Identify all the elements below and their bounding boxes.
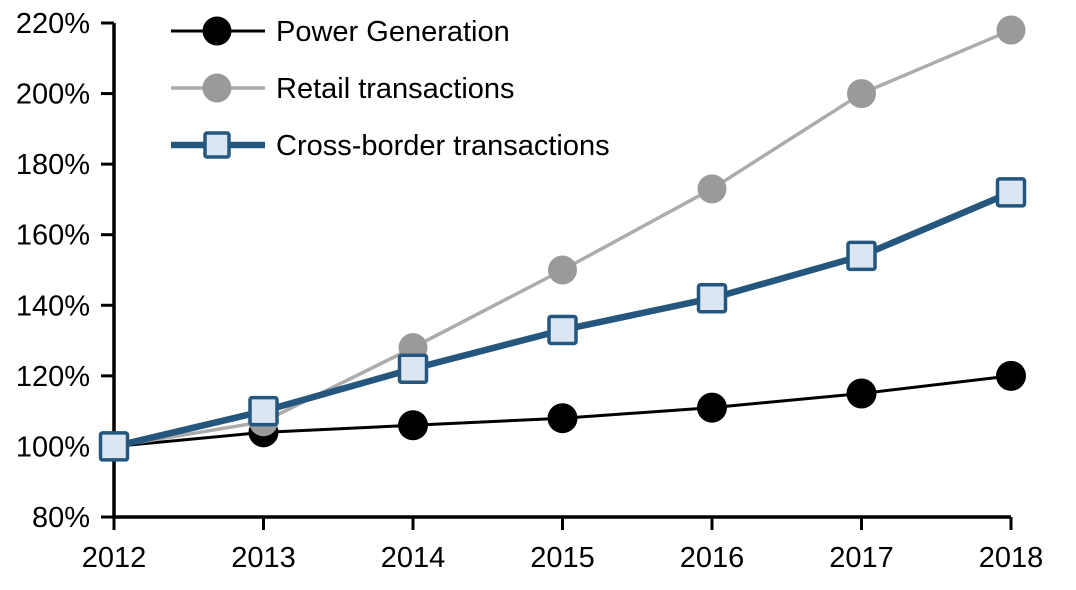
y-axis-tick-label: 180% bbox=[16, 149, 90, 181]
data-point-cross-border-transactions-2013 bbox=[248, 395, 279, 427]
legend-item-retail-transactions: Retail transactions bbox=[171, 73, 515, 105]
x-axis-tick-label: 2018 bbox=[979, 542, 1044, 574]
data-point-cross-border-transactions-2017 bbox=[846, 240, 877, 272]
legend-marker-square-blue bbox=[203, 131, 231, 159]
y-axis-tick-label: 160% bbox=[16, 220, 90, 252]
data-point-cross-border-transactions-2016 bbox=[696, 282, 728, 314]
data-point-retail-transactions-2017 bbox=[847, 79, 876, 109]
y-axis-tick-label: 80% bbox=[32, 502, 90, 534]
legend-item-power-generation: Power Generation bbox=[171, 16, 510, 48]
y-axis-tick-label: 140% bbox=[16, 290, 90, 322]
legend-item-cross-border-transactions: Cross-border transactions bbox=[171, 130, 610, 162]
data-point-power-generation-2016 bbox=[697, 392, 727, 423]
data-point-retail-transactions-2018 bbox=[996, 15, 1026, 45]
data-point-power-generation-2015 bbox=[547, 403, 578, 434]
y-axis-tick-label: 100% bbox=[16, 431, 90, 463]
data-point-retail-transactions-2016 bbox=[697, 174, 727, 204]
data-point-power-generation-2014 bbox=[398, 410, 428, 441]
data-point-retail-transactions-2015 bbox=[548, 255, 577, 285]
y-axis-tick-label: 200% bbox=[16, 79, 90, 111]
x-axis-tick-label: 2015 bbox=[530, 542, 595, 574]
x-axis-tick-label: 2013 bbox=[231, 542, 296, 574]
data-point-cross-border-transactions-2015 bbox=[547, 314, 578, 346]
legend-label: Cross-border transactions bbox=[276, 130, 610, 162]
x-axis-tick-label: 2014 bbox=[381, 542, 446, 574]
data-point-cross-border-transactions-2018 bbox=[995, 177, 1027, 208]
data-point-cross-border-transactions-2014 bbox=[397, 353, 429, 385]
y-axis-tick-label: 120% bbox=[16, 361, 90, 393]
legend-marker-circle-black bbox=[202, 16, 232, 46]
legend: Power Generation Retail transactions Cro… bbox=[171, 16, 610, 162]
series-line-retail-transactions bbox=[112, 28, 1013, 449]
legend-marker-circle-gray bbox=[202, 73, 232, 103]
plot-area: 220% 200% 180% 160% 140% 120% 100% 80% 2012 2013 2… bbox=[16, 8, 1043, 574]
data-point-power-generation-2018 bbox=[996, 360, 1026, 391]
data-point-power-generation-2017 bbox=[846, 378, 877, 409]
legend-label: Retail transactions bbox=[276, 73, 515, 105]
x-axis-tick-label: 2012 bbox=[82, 542, 147, 574]
y-axis-tick-label: 220% bbox=[16, 8, 90, 40]
data-point-cross-border-transactions-2012 bbox=[98, 431, 130, 462]
x-axis-tick-label: 2016 bbox=[680, 542, 745, 574]
legend-label: Power Generation bbox=[276, 16, 510, 48]
x-axis-tick-label: 2017 bbox=[829, 542, 894, 574]
